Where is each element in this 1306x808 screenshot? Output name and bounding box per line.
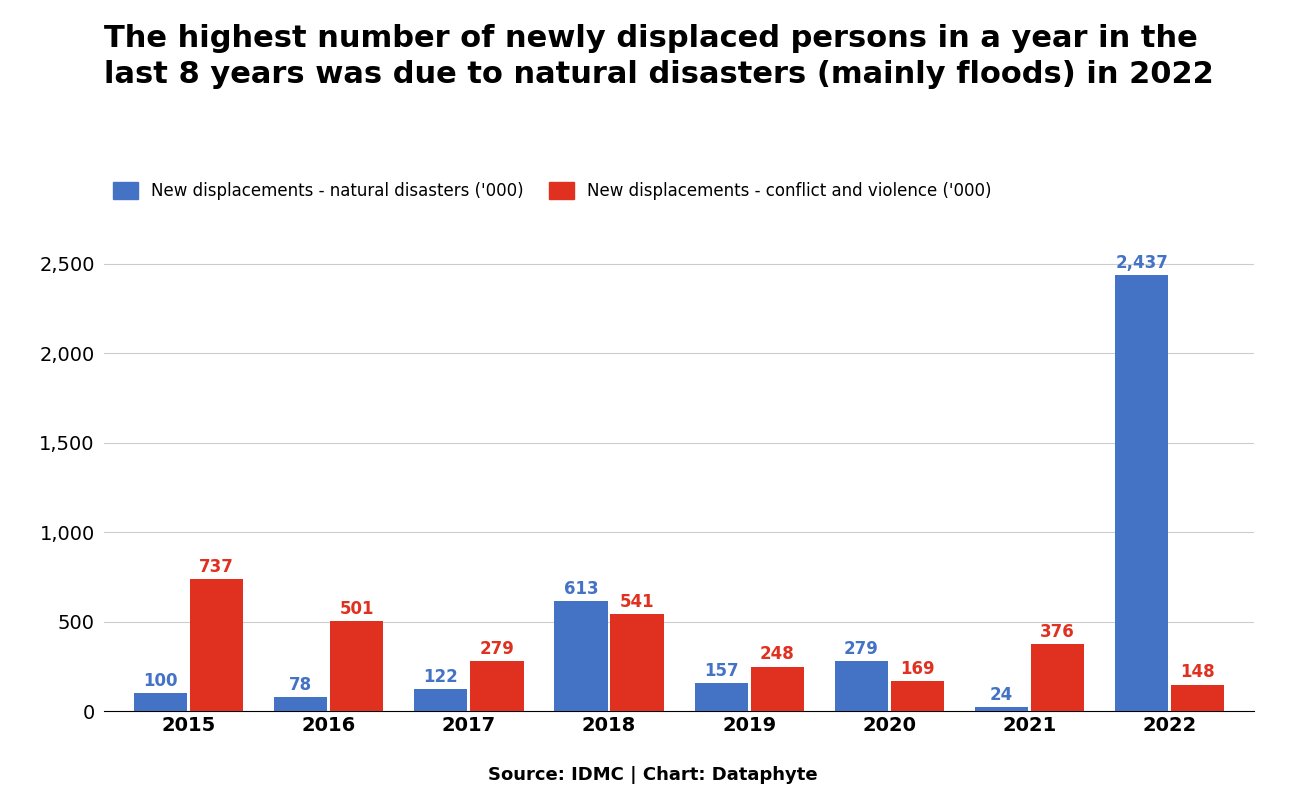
Text: 169: 169 xyxy=(900,659,935,678)
Bar xyxy=(470,661,524,711)
Text: 248: 248 xyxy=(760,646,794,663)
Bar xyxy=(554,601,607,711)
Bar xyxy=(1171,684,1224,711)
Text: 100: 100 xyxy=(144,672,178,690)
Bar xyxy=(189,579,243,711)
Text: 501: 501 xyxy=(340,600,374,618)
Bar xyxy=(274,697,328,711)
Text: Source: IDMC | Chart: Dataphyte: Source: IDMC | Chart: Dataphyte xyxy=(488,766,818,784)
Text: 279: 279 xyxy=(844,640,879,658)
Bar xyxy=(835,661,888,711)
Text: 376: 376 xyxy=(1040,622,1075,641)
Bar xyxy=(414,689,468,711)
Text: 157: 157 xyxy=(704,662,738,680)
Bar xyxy=(891,681,944,711)
Bar xyxy=(1030,644,1084,711)
Text: 78: 78 xyxy=(289,675,312,694)
Bar xyxy=(610,614,663,711)
Text: 541: 541 xyxy=(620,593,654,611)
Bar xyxy=(974,707,1028,711)
Bar xyxy=(330,621,384,711)
Text: 737: 737 xyxy=(200,558,234,576)
Text: 279: 279 xyxy=(479,640,515,658)
Text: 122: 122 xyxy=(423,668,458,686)
Bar xyxy=(1115,275,1169,711)
Bar xyxy=(751,667,804,711)
Text: 148: 148 xyxy=(1181,663,1215,681)
Text: 2,437: 2,437 xyxy=(1115,254,1168,271)
Text: The highest number of newly displaced persons in a year in the
last 8 years was : The highest number of newly displaced pe… xyxy=(104,24,1215,89)
Text: 613: 613 xyxy=(564,580,598,598)
Bar xyxy=(695,683,748,711)
Text: 24: 24 xyxy=(990,685,1013,704)
Bar xyxy=(135,693,187,711)
Legend: New displacements - natural disasters ('000), New displacements - conflict and v: New displacements - natural disasters ('… xyxy=(112,182,991,200)
